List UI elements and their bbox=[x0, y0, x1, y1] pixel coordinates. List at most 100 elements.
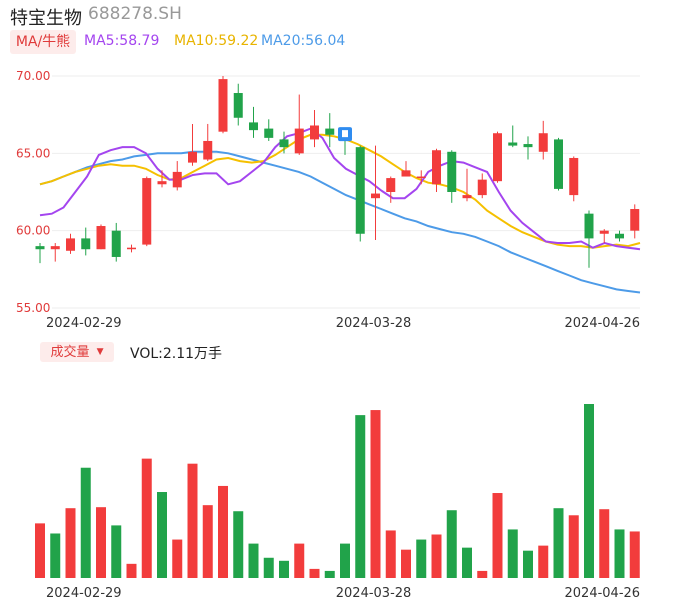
volume-bar bbox=[80, 467, 91, 578]
price-tick-label: 65.00 bbox=[16, 146, 50, 160]
volume-bar bbox=[50, 533, 61, 578]
candle-body bbox=[157, 181, 167, 185]
candle-body bbox=[50, 246, 60, 250]
candle-body bbox=[127, 247, 136, 250]
volume-bar bbox=[187, 463, 198, 578]
candle-body bbox=[81, 238, 91, 250]
candle-body bbox=[538, 133, 548, 152]
candle-body bbox=[569, 157, 579, 196]
candle-body bbox=[310, 125, 319, 140]
volume-bar bbox=[263, 557, 274, 578]
candle-body bbox=[508, 142, 518, 146]
volume-bar bbox=[385, 530, 396, 578]
dropdown-triangle-icon: ▼ bbox=[96, 347, 104, 357]
candle-body bbox=[142, 178, 152, 245]
volume-bar bbox=[157, 492, 167, 578]
event-marker-glyph bbox=[342, 130, 348, 138]
volume-bar bbox=[340, 543, 350, 578]
ma5-value: MA5:58.79 bbox=[84, 33, 160, 49]
volume-bar bbox=[172, 539, 183, 578]
volume-bar bbox=[141, 458, 152, 578]
volume-bar bbox=[248, 543, 259, 578]
volume-bar bbox=[126, 563, 137, 578]
candle-body bbox=[294, 128, 304, 154]
volume-date-label: 2024-03-28 bbox=[336, 586, 412, 601]
candle-body bbox=[203, 140, 213, 160]
candle-body bbox=[233, 93, 243, 118]
volume-bar bbox=[370, 410, 381, 578]
volume-bar bbox=[523, 550, 533, 578]
ma10-value: MA10:59.22 bbox=[174, 33, 259, 49]
candle-body bbox=[35, 246, 45, 250]
volume-bar bbox=[446, 510, 457, 578]
volume-bar bbox=[355, 415, 366, 578]
candle-body bbox=[172, 171, 182, 188]
candle-body bbox=[447, 151, 457, 192]
stock-code: 688278.SH bbox=[88, 4, 182, 24]
candle-body bbox=[188, 151, 197, 163]
candle-body bbox=[554, 139, 563, 189]
volume-bar bbox=[629, 531, 640, 578]
volume-bar bbox=[477, 570, 488, 578]
ma20-value: MA20:56.04 bbox=[261, 33, 346, 49]
volume-indicator-button[interactable]: 成交量 ▼ bbox=[40, 342, 114, 362]
stock-name: 特宝生物 bbox=[10, 8, 82, 29]
candle-body bbox=[371, 193, 380, 199]
volume-bar bbox=[309, 568, 320, 578]
volume-bar bbox=[233, 511, 244, 578]
candle-body bbox=[615, 233, 624, 239]
volume-bar bbox=[538, 545, 549, 578]
candle-body bbox=[584, 213, 594, 239]
candle-body bbox=[325, 128, 335, 135]
candle-body bbox=[599, 230, 609, 234]
candle-body bbox=[218, 79, 228, 132]
volume-bar bbox=[599, 509, 610, 578]
candle-body bbox=[111, 230, 121, 257]
candle-body bbox=[279, 139, 289, 148]
volume-bar bbox=[111, 525, 122, 578]
price-tick-label: 60.00 bbox=[16, 224, 50, 238]
volume-bar bbox=[492, 493, 503, 578]
volume-bar bbox=[324, 570, 335, 578]
volume-button-label: 成交量 bbox=[50, 345, 90, 360]
volume-bar bbox=[614, 529, 625, 578]
ma-indicator-button[interactable]: MA/牛熊 bbox=[10, 30, 76, 54]
candle-body bbox=[355, 147, 365, 234]
volume-bar bbox=[401, 549, 411, 578]
volume-bar bbox=[202, 505, 213, 578]
candle-body bbox=[432, 150, 441, 185]
volume-date-label: 2024-02-29 bbox=[46, 586, 122, 601]
candle-body bbox=[66, 238, 75, 251]
volume-bar bbox=[462, 547, 472, 578]
candle-body bbox=[96, 226, 106, 250]
candle-body bbox=[386, 178, 396, 192]
price-date-label: 2024-03-28 bbox=[336, 316, 412, 331]
volume-date-label: 2024-04-26 bbox=[565, 586, 641, 601]
volume-bar bbox=[568, 515, 579, 578]
volume-bar bbox=[218, 485, 228, 578]
candle-body bbox=[249, 122, 258, 131]
volume-bar bbox=[279, 560, 289, 578]
candle-body bbox=[264, 128, 274, 138]
candle-body bbox=[401, 170, 411, 177]
price-tick-label: 70.00 bbox=[16, 69, 50, 83]
volume-bar bbox=[35, 523, 45, 578]
volume-value: VOL:2.11万手 bbox=[130, 346, 223, 362]
candle-body bbox=[493, 133, 502, 182]
candle-body bbox=[523, 144, 533, 148]
candle-body bbox=[416, 176, 426, 179]
volume-bar bbox=[507, 529, 518, 578]
volume-bar bbox=[553, 508, 564, 578]
volume-bar bbox=[431, 534, 442, 578]
volume-bar bbox=[584, 404, 594, 578]
ma20-line bbox=[39, 150, 641, 294]
volume-bar bbox=[96, 507, 106, 578]
volume-bar bbox=[65, 508, 76, 578]
volume-bar bbox=[416, 539, 427, 578]
candle-body bbox=[477, 179, 487, 196]
price-tick-label: 55.00 bbox=[16, 301, 50, 315]
candle-body bbox=[462, 195, 472, 199]
ma5-line bbox=[39, 127, 641, 251]
